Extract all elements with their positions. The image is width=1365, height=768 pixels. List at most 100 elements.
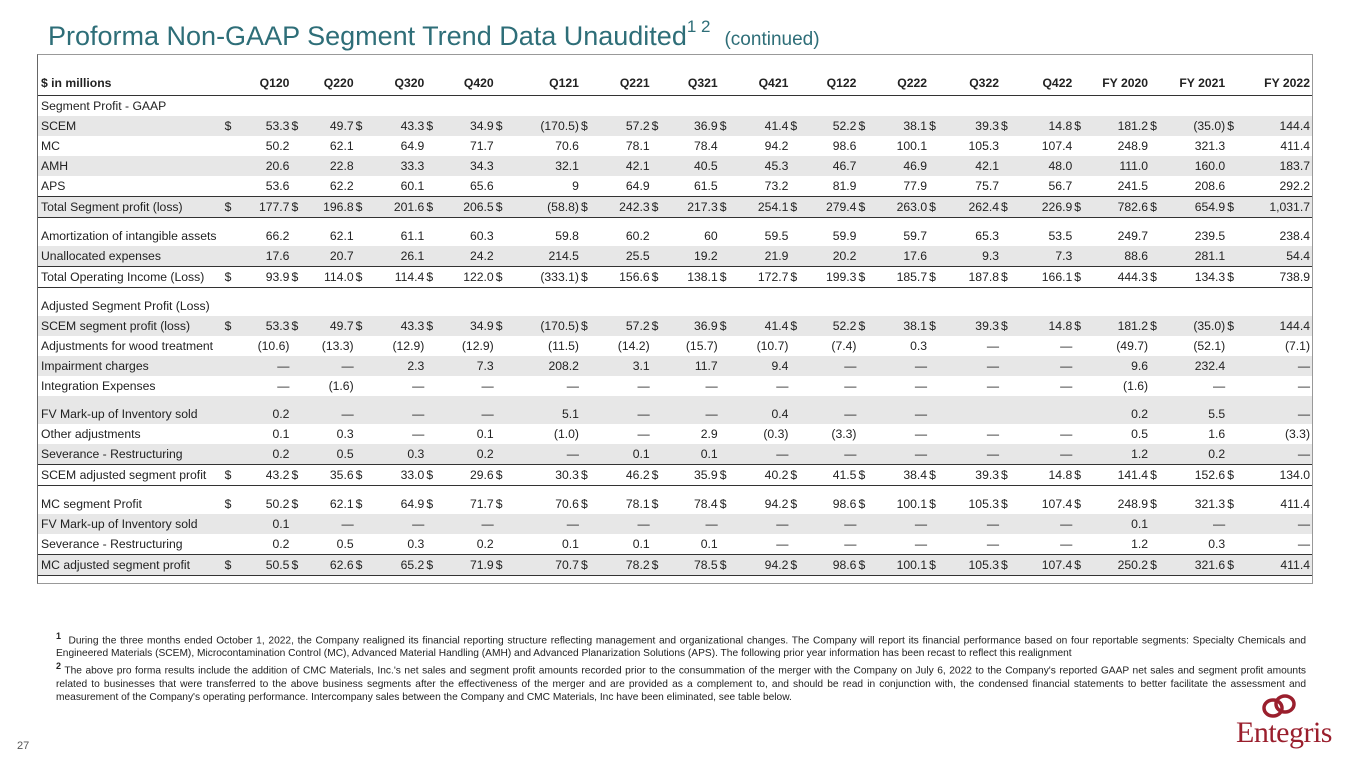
dollar-sign bbox=[1074, 534, 1114, 555]
dollar-sign bbox=[1001, 356, 1040, 376]
dollar-sign: $ bbox=[1074, 266, 1115, 288]
table-cell: — bbox=[894, 514, 930, 534]
table-cell: 411.4 bbox=[1267, 554, 1312, 576]
table-cell: — bbox=[1267, 444, 1312, 465]
table-cell: — bbox=[1267, 396, 1312, 424]
dollar-sign bbox=[652, 218, 684, 247]
column-header: Q220 bbox=[291, 55, 356, 96]
table-cell: 35.9 bbox=[683, 464, 720, 486]
table-cell: 45.3 bbox=[754, 156, 791, 176]
table-cell bbox=[895, 96, 930, 117]
table-cell: 61.1 bbox=[400, 229, 425, 243]
dollar-sign bbox=[1074, 218, 1114, 247]
table-cell bbox=[538, 288, 581, 317]
table-cell: — bbox=[1060, 537, 1073, 551]
dollar-sign: $ bbox=[790, 464, 824, 486]
dollar-sign bbox=[225, 218, 256, 247]
dollar-sign bbox=[720, 534, 755, 555]
table-cell: 411.4 bbox=[1280, 139, 1310, 153]
table-cell: 321.6 bbox=[1191, 554, 1228, 576]
dollar-sign: $ bbox=[426, 497, 434, 511]
table-cell bbox=[460, 288, 496, 317]
table-cell: 241.5 bbox=[1117, 179, 1149, 193]
table-cell: 214.5 bbox=[538, 246, 581, 267]
dollar-sign: $ bbox=[291, 497, 299, 511]
table-cell: — bbox=[966, 514, 1002, 534]
dollar-sign bbox=[929, 218, 966, 247]
dollar-sign bbox=[719, 156, 755, 176]
table-cell: 141.4 bbox=[1114, 464, 1151, 486]
table-cell: 208.2 bbox=[538, 356, 581, 376]
table-row: Adjusted Segment Profit (Loss) bbox=[38, 288, 1312, 317]
table-cell: 50.2 bbox=[265, 139, 290, 153]
table-cell bbox=[616, 288, 652, 317]
dollar-sign bbox=[291, 514, 320, 534]
table-cell: 33.0 bbox=[390, 464, 427, 486]
dollar-sign: $ bbox=[651, 497, 659, 511]
dollar-sign bbox=[1150, 396, 1192, 424]
table-cell: — bbox=[538, 514, 581, 534]
table-cell: 199.3 bbox=[823, 266, 859, 288]
dollar-sign: $ bbox=[495, 464, 539, 486]
table-cell: 42.1 bbox=[615, 156, 652, 176]
dollar-sign bbox=[858, 534, 894, 555]
dollar-sign: $ bbox=[224, 266, 256, 288]
table-cell: 232.4 bbox=[1191, 356, 1228, 376]
dollar-sign bbox=[225, 288, 256, 317]
table-cell: 248.9 bbox=[1117, 497, 1149, 511]
table-cell: 0.1 bbox=[700, 537, 718, 551]
row-label: Impairment charges bbox=[38, 356, 225, 376]
table-cell: 263.0 bbox=[894, 196, 930, 218]
dollar-sign bbox=[426, 176, 460, 197]
table-cell: — bbox=[894, 444, 930, 465]
table-cell: 98.6 bbox=[823, 554, 859, 576]
dollar-sign bbox=[929, 514, 967, 534]
dollar-sign: $ bbox=[719, 497, 727, 511]
dollar-sign bbox=[1074, 96, 1114, 117]
dollar-sign bbox=[790, 376, 824, 396]
column-header: Q122 bbox=[790, 55, 859, 96]
table-row: Severance - Restructuring 0.2 0.5 0.3 0.2 0.1… bbox=[38, 534, 1312, 555]
table-cell: (12.9) bbox=[392, 339, 425, 353]
table-cell: 9 bbox=[572, 179, 579, 193]
table-cell: 654.9 bbox=[1191, 196, 1228, 218]
dollar-sign bbox=[581, 534, 616, 555]
dollar-sign bbox=[790, 534, 824, 555]
table-cell: 14.8 bbox=[1039, 316, 1075, 336]
table-cell: 782.6 bbox=[1114, 196, 1151, 218]
dollar-sign bbox=[580, 356, 616, 376]
table-cell: (1.6) bbox=[1123, 379, 1149, 393]
column-header: Q421 bbox=[719, 55, 791, 96]
dollar-sign bbox=[225, 534, 256, 555]
table-cell: 41.4 bbox=[754, 116, 791, 136]
table-row: Unallocated expenses 17.6 20.7 26.1 24.2 214.… bbox=[38, 246, 1312, 267]
row-label: SCEM segment profit (loss) bbox=[38, 316, 225, 336]
dollar-sign: $ bbox=[1074, 554, 1115, 576]
dollar-sign bbox=[1001, 176, 1040, 197]
dollar-sign bbox=[581, 336, 616, 356]
dollar-sign: $ bbox=[929, 116, 967, 136]
dollar-sign bbox=[495, 156, 539, 176]
dollar-sign: $ bbox=[224, 497, 232, 511]
table-cell: 25.5 bbox=[615, 246, 652, 267]
dollar-sign bbox=[1001, 396, 1040, 424]
table-cell: 238.4 bbox=[1279, 229, 1311, 243]
dollar-sign: $ bbox=[1001, 464, 1040, 486]
dollar-sign: $ bbox=[858, 554, 895, 576]
table-cell: (10.6) bbox=[257, 339, 290, 353]
table-cell: 14.8 bbox=[1039, 464, 1075, 486]
dollar-sign bbox=[651, 356, 684, 376]
table-cell: 0.1 bbox=[683, 444, 720, 465]
dollar-sign bbox=[580, 246, 616, 267]
table-cell: 226.9 bbox=[1039, 196, 1075, 218]
dollar-sign bbox=[291, 218, 319, 247]
table-cell: 50.2 bbox=[265, 497, 290, 511]
dollar-sign bbox=[291, 176, 319, 197]
table-cell: 738.9 bbox=[1267, 266, 1312, 288]
dollar-sign bbox=[496, 96, 539, 117]
dollar-sign bbox=[720, 136, 755, 156]
dollar-sign: $ bbox=[495, 116, 539, 136]
dollar-sign: $ bbox=[580, 497, 588, 511]
table-cell: — bbox=[1267, 514, 1312, 534]
table-cell: 181.2 bbox=[1114, 316, 1151, 336]
